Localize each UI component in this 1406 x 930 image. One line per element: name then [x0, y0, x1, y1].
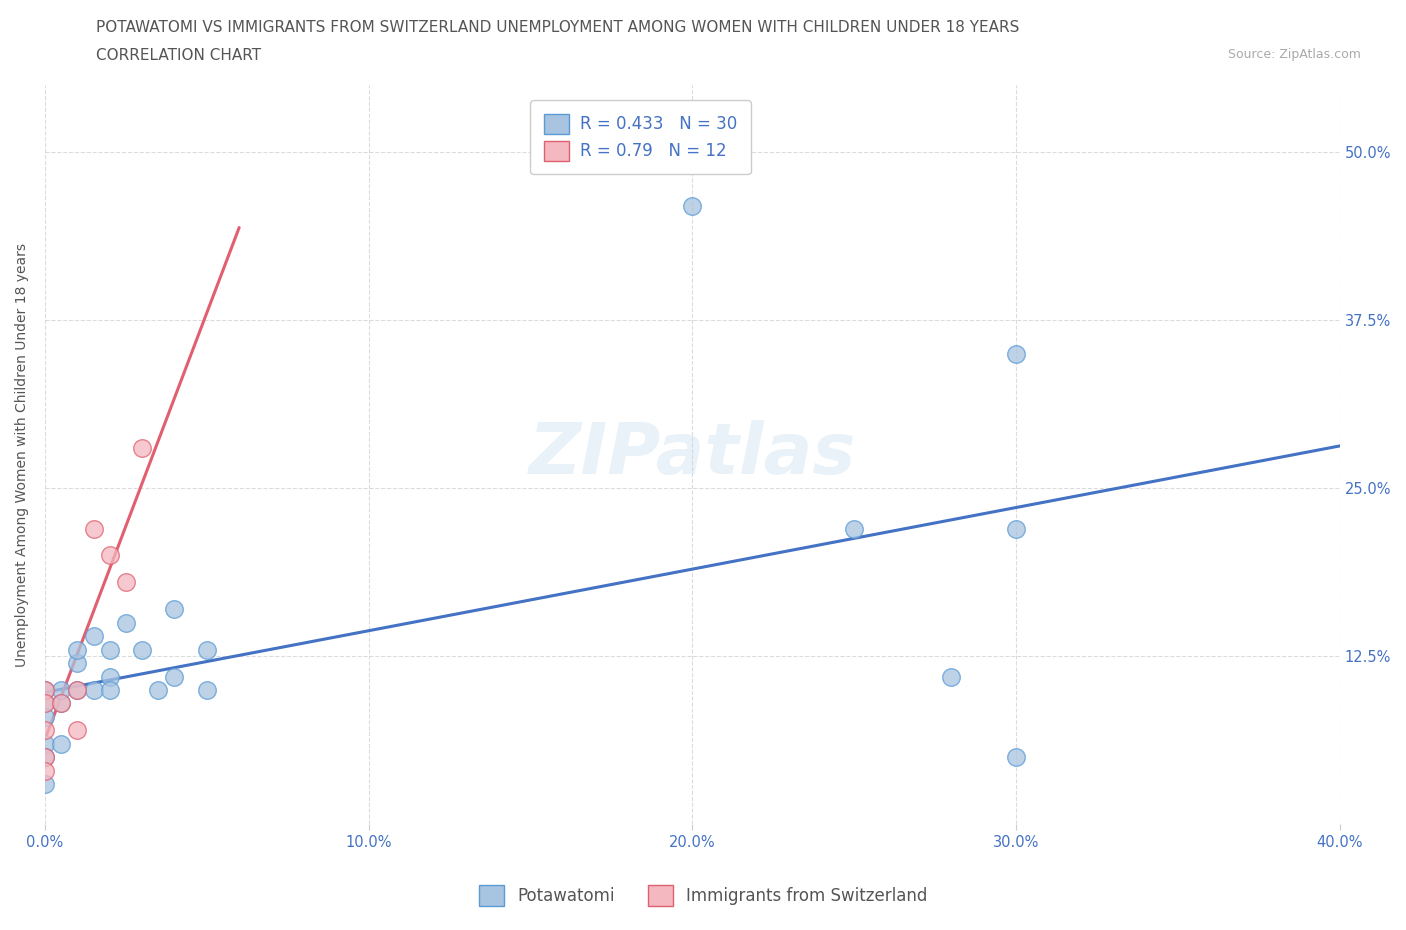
Point [115, 616, 138, 631]
Point [34, 683, 56, 698]
Point [1005, 521, 1028, 536]
Point [34, 750, 56, 764]
Point [115, 575, 138, 590]
Point [83, 683, 105, 698]
Point [842, 521, 865, 536]
Point [34, 696, 56, 711]
Point [34, 737, 56, 751]
Point [66, 723, 89, 737]
Point [98, 548, 121, 563]
Point [34, 710, 56, 724]
Y-axis label: Unemployment Among Women with Children Under 18 years: Unemployment Among Women with Children U… [15, 243, 30, 667]
Point [66, 643, 89, 658]
Point [34, 764, 56, 778]
Point [34, 683, 56, 698]
Text: CORRELATION CHART: CORRELATION CHART [96, 48, 260, 63]
Point [98, 643, 121, 658]
Point [148, 683, 170, 698]
Text: POTAWATOMI VS IMMIGRANTS FROM SWITZERLAND UNEMPLOYMENT AMONG WOMEN WITH CHILDREN: POTAWATOMI VS IMMIGRANTS FROM SWITZERLAN… [96, 20, 1019, 35]
Point [163, 602, 186, 617]
Point [163, 669, 186, 684]
Point [34, 777, 56, 791]
Point [66, 683, 89, 698]
Point [681, 198, 703, 213]
Point [66, 656, 89, 671]
Point [131, 441, 153, 456]
Point [195, 683, 218, 698]
Legend: Potawatomi, Immigrants from Switzerland: Potawatomi, Immigrants from Switzerland [472, 879, 934, 912]
Point [34, 696, 56, 711]
Point [66, 683, 89, 698]
Text: ZIPatlas: ZIPatlas [529, 420, 856, 489]
Point [49, 696, 72, 711]
Point [49, 737, 72, 751]
Text: Source: ZipAtlas.com: Source: ZipAtlas.com [1227, 48, 1361, 61]
Point [34, 750, 56, 764]
Point [34, 723, 56, 737]
Point [49, 683, 72, 698]
Point [131, 643, 153, 658]
Point [98, 669, 121, 684]
Point [83, 521, 105, 536]
Point [98, 683, 121, 698]
Point [195, 643, 218, 658]
Point [83, 629, 105, 644]
Point [49, 696, 72, 711]
Point [941, 669, 963, 684]
Point [1005, 346, 1028, 361]
Point [1005, 750, 1028, 764]
Legend: R = 0.433   N = 30, R = 0.79   N = 12: R = 0.433 N = 30, R = 0.79 N = 12 [530, 100, 751, 175]
